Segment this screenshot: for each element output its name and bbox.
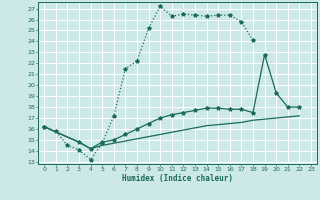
X-axis label: Humidex (Indice chaleur): Humidex (Indice chaleur) <box>122 174 233 183</box>
